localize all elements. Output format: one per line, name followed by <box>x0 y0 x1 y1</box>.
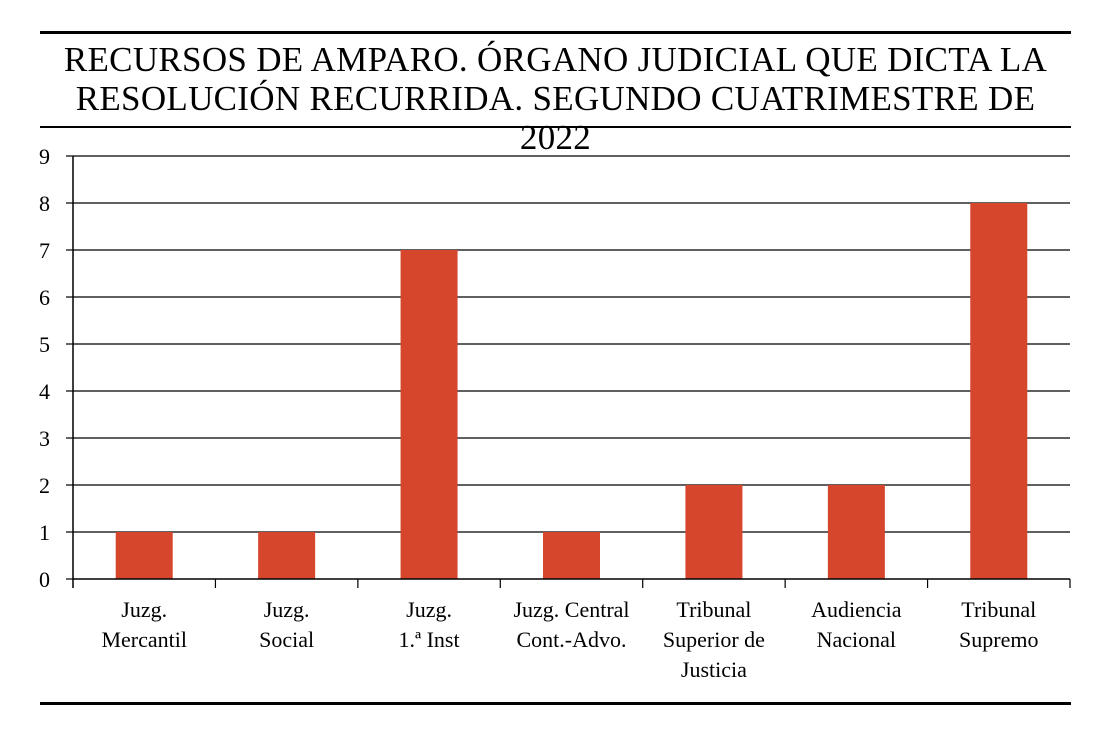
title-rule <box>40 126 1071 128</box>
bar <box>543 532 600 579</box>
x-tick-label: Mercantil <box>101 627 187 652</box>
x-tick-label: Cont.-Advo. <box>517 627 627 652</box>
y-tick-label: 9 <box>39 144 50 169</box>
y-tick-label: 4 <box>39 379 50 404</box>
x-tick-label: Supremo <box>959 627 1038 652</box>
top-rule <box>40 31 1071 34</box>
x-tick-label: Nacional <box>817 627 896 652</box>
y-tick-label: 0 <box>39 567 50 592</box>
x-tick-label: Tribunal <box>961 597 1036 622</box>
bar <box>685 485 743 579</box>
bottom-rule <box>40 702 1071 705</box>
y-tick-label: 5 <box>39 332 50 357</box>
y-tick-label: 3 <box>39 426 50 451</box>
y-tick-label: 1 <box>39 520 50 545</box>
bar <box>400 250 458 579</box>
x-tick-label: Tribunal <box>676 597 751 622</box>
x-tick-label: Juzg. <box>264 597 310 622</box>
y-tick-label: 7 <box>39 238 50 263</box>
x-tick-label: Social <box>259 627 314 652</box>
bar <box>827 485 885 579</box>
bar <box>115 532 173 579</box>
title-line-1: RECURSOS DE AMPARO. ÓRGANO JUDICIAL QUE … <box>63 40 1048 79</box>
x-tick-label: Audiencia <box>811 597 902 622</box>
y-tick-label: 8 <box>39 191 50 216</box>
chart-title: RECURSOS DE AMPARO. ÓRGANO JUDICIAL QUE … <box>40 40 1071 157</box>
x-tick-label: Superior de <box>663 627 765 652</box>
x-tick-label: Juzg. <box>121 597 167 622</box>
x-tick-label: Justicia <box>681 657 747 682</box>
bar <box>970 203 1028 579</box>
x-tick-label: 1.ª Inst <box>399 627 460 652</box>
x-tick-label: Juzg. <box>406 597 452 622</box>
y-tick-label: 2 <box>39 473 50 498</box>
title-line-2: RESOLUCIÓN RECURRIDA. SEGUNDO CUATRIMEST… <box>75 79 1036 157</box>
x-tick-label: Juzg. Central <box>513 597 629 622</box>
bar <box>258 532 316 579</box>
y-tick-label: 6 <box>39 285 50 310</box>
